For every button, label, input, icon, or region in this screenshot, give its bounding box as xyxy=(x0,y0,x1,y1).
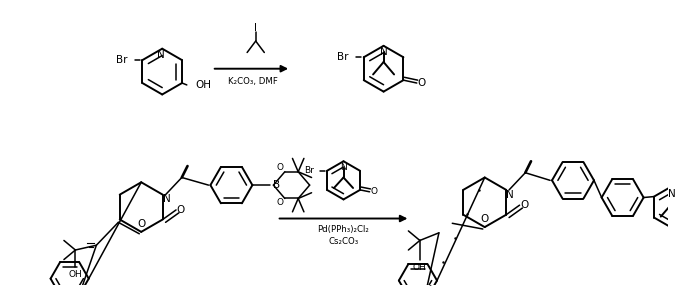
Text: O: O xyxy=(176,205,185,215)
Text: O: O xyxy=(137,219,146,229)
Text: Br: Br xyxy=(304,166,314,175)
Text: B: B xyxy=(274,180,281,190)
Text: Cs₂CO₃: Cs₂CO₃ xyxy=(328,237,358,246)
Text: O: O xyxy=(276,164,284,173)
Text: OH: OH xyxy=(413,263,427,272)
Text: OH: OH xyxy=(69,270,83,279)
Text: O: O xyxy=(371,187,378,196)
Text: N: N xyxy=(506,190,514,200)
Text: N: N xyxy=(158,50,165,60)
Text: N: N xyxy=(340,164,347,173)
Text: I: I xyxy=(254,23,257,33)
Text: N: N xyxy=(668,189,676,199)
Text: O: O xyxy=(417,78,426,88)
Text: O: O xyxy=(276,198,284,207)
Text: N: N xyxy=(379,48,388,58)
Text: K₂CO₃, DMF: K₂CO₃, DMF xyxy=(228,77,278,86)
Text: Br: Br xyxy=(337,52,349,62)
Text: N: N xyxy=(162,194,170,204)
Text: OH: OH xyxy=(195,80,211,90)
Text: Pd(PPh₃)₂Cl₂: Pd(PPh₃)₂Cl₂ xyxy=(318,225,370,234)
Text: O: O xyxy=(481,214,489,225)
Text: O: O xyxy=(520,200,528,210)
Text: Br: Br xyxy=(116,55,127,65)
